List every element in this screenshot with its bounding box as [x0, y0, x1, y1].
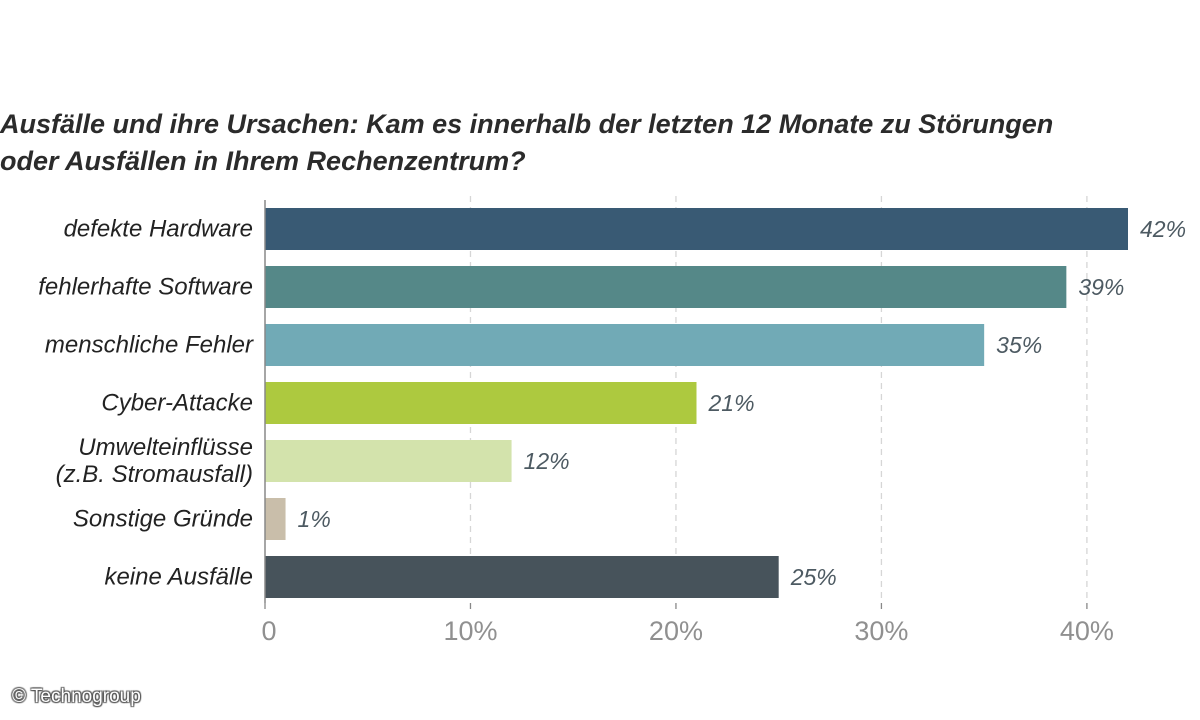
x-tick-label-20: 20% [649, 616, 703, 646]
category-label-line: Sonstige Gründe [73, 506, 253, 533]
category-label-line: Umwelteinflüsse [78, 434, 253, 461]
category-label-line: menschliche Fehler [45, 332, 254, 359]
category-label-5: Umwelteinflüsse (z.B. Stromausfall) [56, 434, 253, 488]
category-label-line: Cyber-Attacke [101, 390, 253, 417]
bar-1 [265, 208, 1128, 250]
category-label-1: defekte Hardware [64, 216, 253, 243]
bar-6 [265, 498, 286, 540]
value-label-3: 35% [996, 332, 1042, 358]
labels: defekte Hardware 42% fehlerhafte Software 3… [38, 216, 1186, 647]
category-label-3: menschliche Fehler [45, 332, 254, 359]
value-label-5: 12% [524, 448, 570, 474]
value-label-6: 1% [298, 506, 331, 532]
category-label-2: fehlerhafte Software [38, 274, 253, 301]
category-label-line: (z.B. Stromausfall) [56, 461, 253, 488]
value-label-2: 39% [1078, 274, 1124, 300]
axis [264, 200, 1088, 609]
value-label-4: 21% [708, 390, 755, 416]
bar-5 [265, 440, 512, 482]
category-label-line: keine Ausfälle [104, 564, 253, 591]
x-tick-label-40: 40% [1060, 616, 1114, 646]
category-label-line: fehlerhafte Software [38, 274, 253, 301]
x-tick-label-10: 10% [443, 616, 497, 646]
chart-title: Ausfälle und ihre Ursachen: Kam es inner… [0, 109, 1054, 176]
value-label-1: 42% [1140, 216, 1186, 242]
category-label-line: defekte Hardware [64, 216, 253, 243]
bars [265, 208, 1128, 598]
bar-4 [265, 382, 697, 424]
bar-2 [265, 266, 1067, 308]
category-label-6: Sonstige Gründe [73, 506, 253, 533]
x-tick-label-30: 30% [854, 616, 908, 646]
category-label-4: Cyber-Attacke [101, 390, 253, 417]
bar-7 [265, 556, 779, 598]
category-label-7: keine Ausfälle [104, 564, 253, 591]
value-label-7: 25% [790, 564, 837, 590]
x-tick-label-0: 0 [261, 616, 276, 646]
credit-text: © Technogroup [12, 686, 141, 707]
bar-3 [265, 324, 985, 366]
